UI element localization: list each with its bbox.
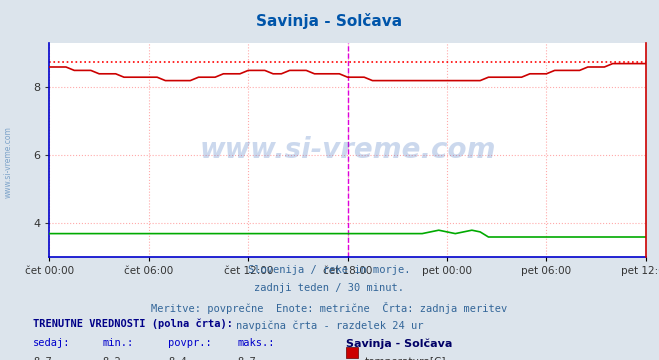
Text: 8,4: 8,4 — [168, 357, 186, 360]
Text: www.si-vreme.com: www.si-vreme.com — [200, 136, 496, 164]
Text: 8,7: 8,7 — [237, 357, 256, 360]
Text: maks.:: maks.: — [237, 338, 275, 348]
Text: sedaj:: sedaj: — [33, 338, 71, 348]
Text: www.si-vreme.com: www.si-vreme.com — [3, 126, 13, 198]
Text: Slovenija / reke in morje.: Slovenija / reke in morje. — [248, 265, 411, 275]
Text: Savinja - Solčava: Savinja - Solčava — [346, 338, 452, 349]
Text: navpična črta - razdelek 24 ur: navpična črta - razdelek 24 ur — [236, 321, 423, 331]
Text: temperatura[C]: temperatura[C] — [364, 357, 446, 360]
Text: zadnji teden / 30 minut.: zadnji teden / 30 minut. — [254, 283, 405, 293]
Text: 8,2: 8,2 — [102, 357, 121, 360]
Text: 8,7: 8,7 — [33, 357, 51, 360]
Text: povpr.:: povpr.: — [168, 338, 212, 348]
Text: TRENUTNE VREDNOSTI (polna črta):: TRENUTNE VREDNOSTI (polna črta): — [33, 319, 233, 329]
Text: Savinja - Solčava: Savinja - Solčava — [256, 13, 403, 28]
Text: min.:: min.: — [102, 338, 133, 348]
Text: Meritve: povprečne  Enote: metrične  Črta: zadnja meritev: Meritve: povprečne Enote: metrične Črta:… — [152, 302, 507, 314]
